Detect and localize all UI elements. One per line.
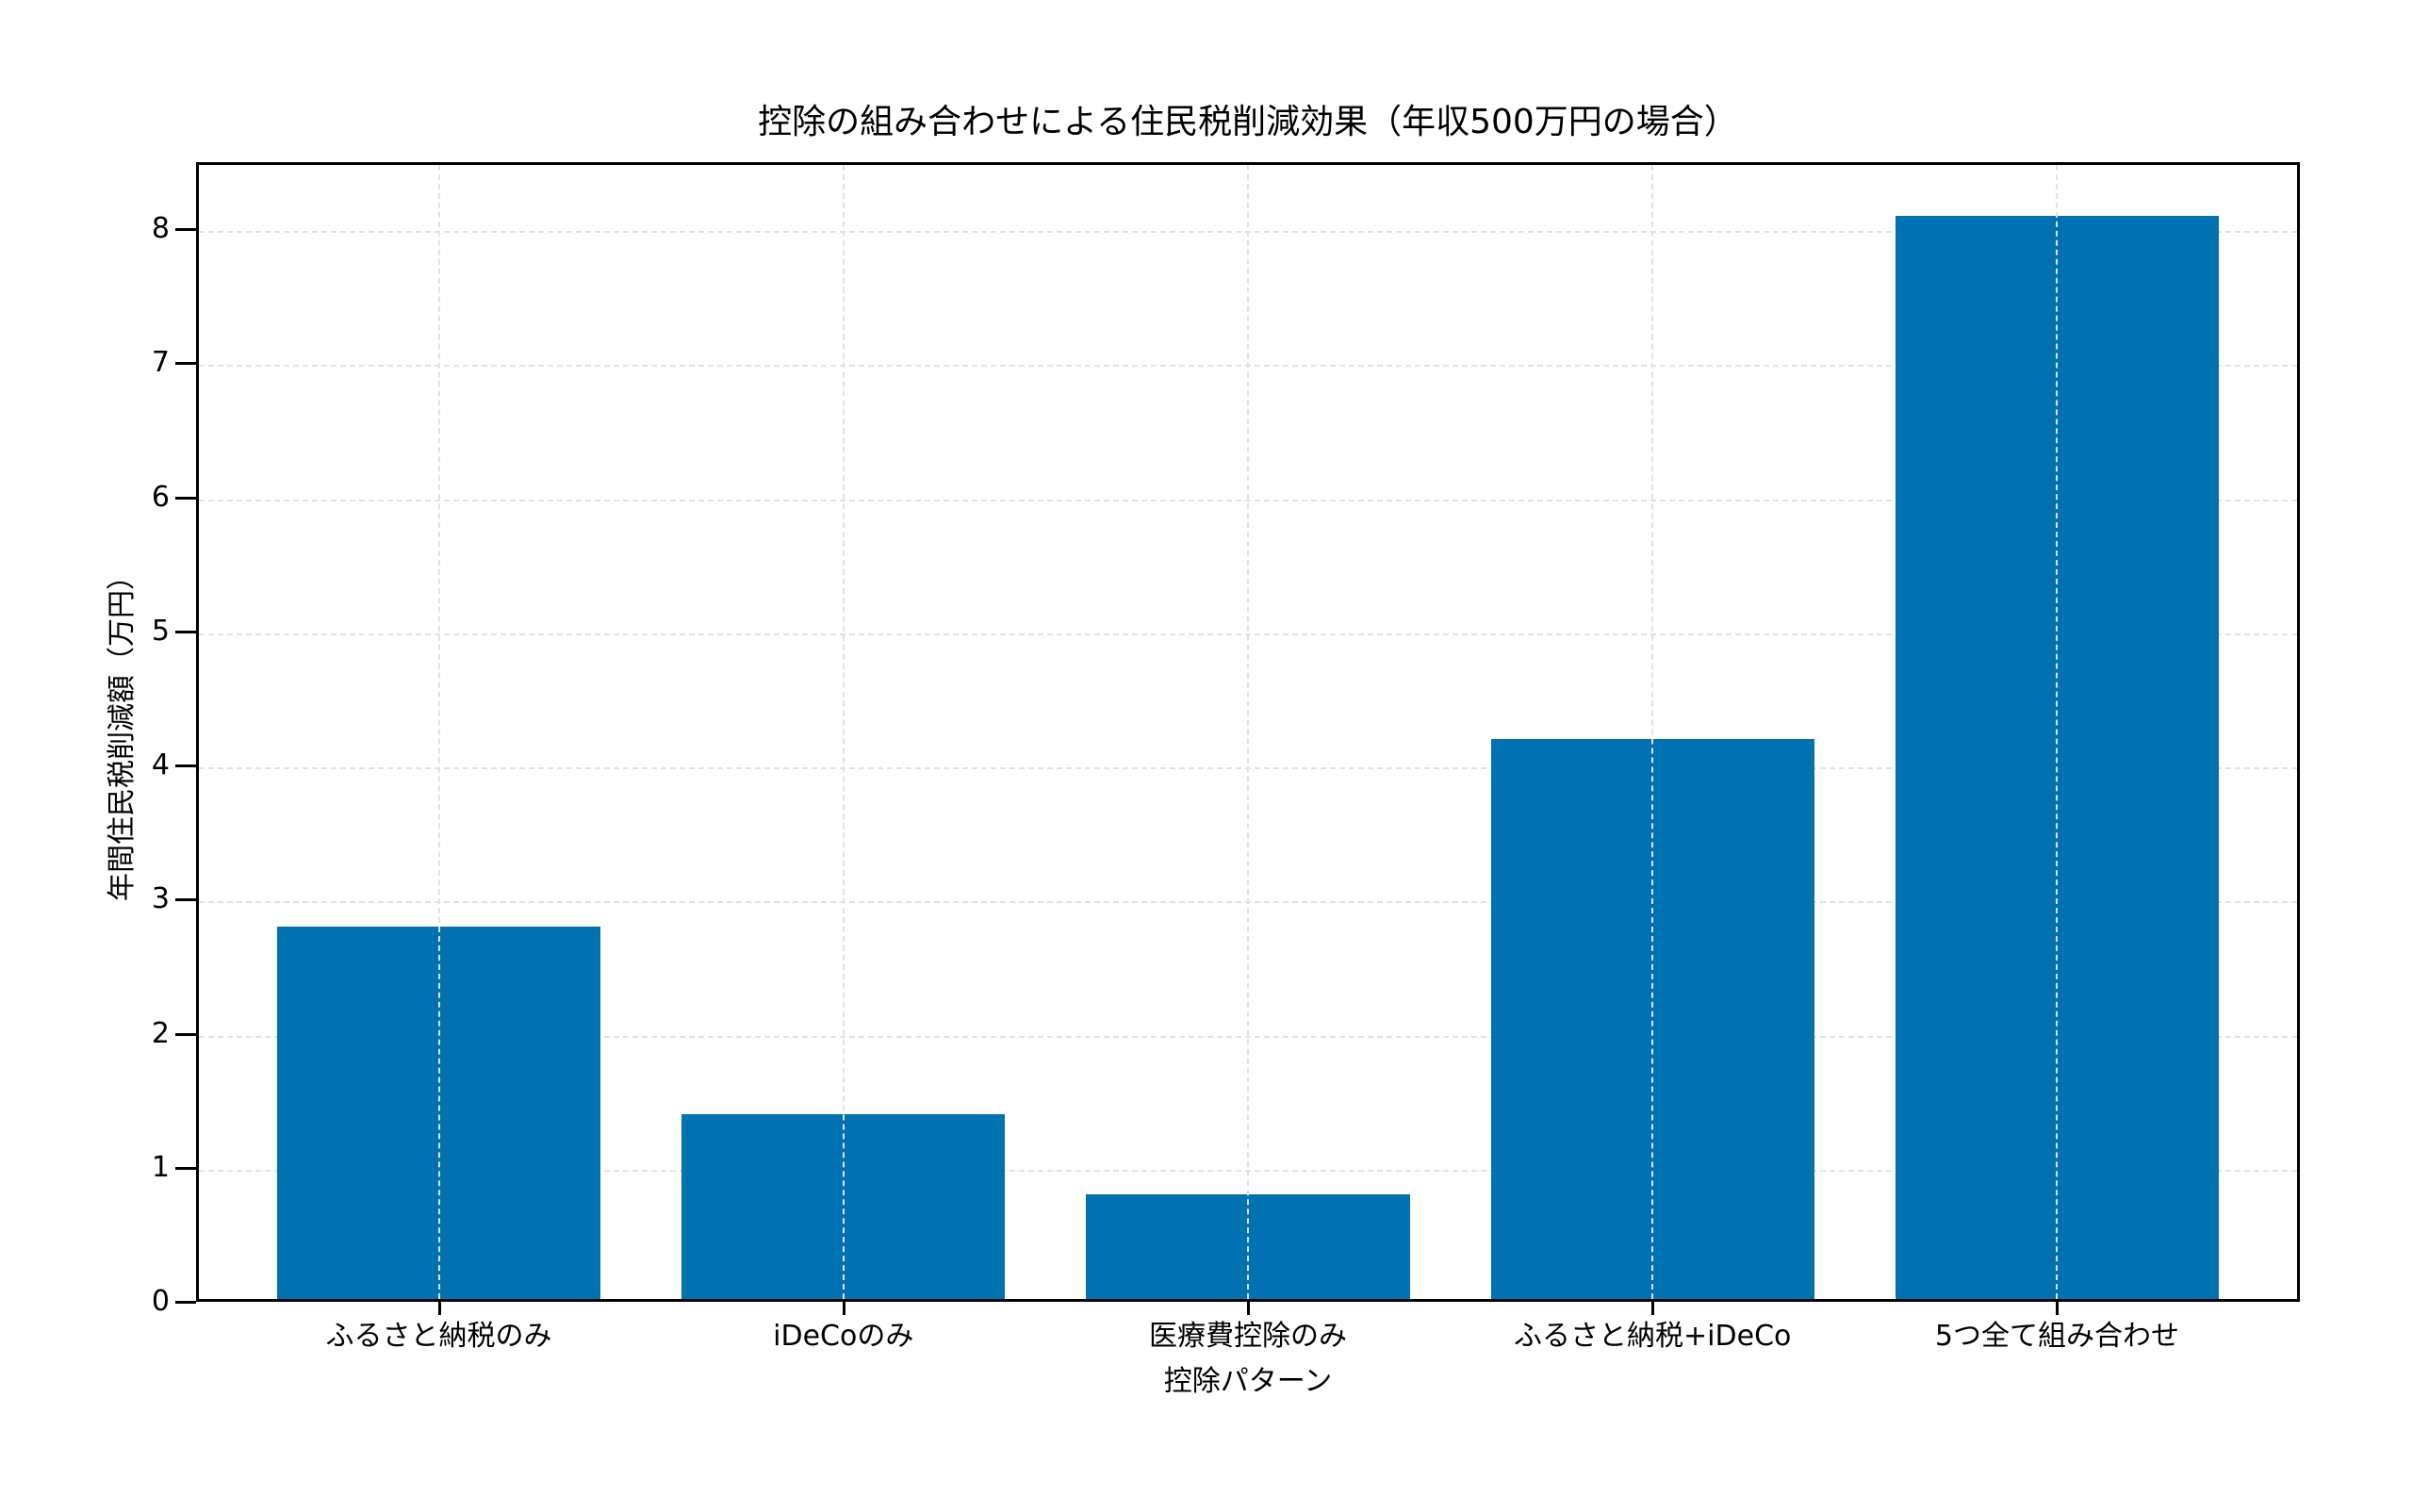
y-tick-mark xyxy=(175,1301,196,1304)
y-tick-label: 1 xyxy=(151,1150,170,1184)
plot-area xyxy=(196,162,2300,1302)
y-tick-label: 3 xyxy=(151,882,170,916)
x-tick-label: ふるさと納税+iDeCo xyxy=(1514,1320,1792,1353)
x-tick-label: 医療費控除のみ xyxy=(1149,1320,1347,1353)
y-tick-mark xyxy=(175,496,196,500)
y-tick-label: 0 xyxy=(151,1285,170,1318)
v-gridline xyxy=(1651,165,1654,1299)
y-tick-mark xyxy=(175,1032,196,1036)
y-tick-label: 6 xyxy=(151,480,170,514)
x-tick-label: ふるさと納税のみ xyxy=(325,1320,552,1353)
y-tick-label: 5 xyxy=(151,614,170,648)
y-tick-label: 7 xyxy=(151,346,170,380)
v-gridline xyxy=(1247,165,1249,1299)
x-tick-label: 5つ全て組み合わせ xyxy=(1934,1320,2179,1353)
y-tick-mark xyxy=(175,630,196,633)
y-tick-mark xyxy=(175,764,196,768)
v-gridline xyxy=(437,165,440,1299)
y-tick-mark xyxy=(175,1166,196,1170)
x-tick-label: iDeCoのみ xyxy=(773,1320,914,1353)
y-tick-mark xyxy=(175,228,196,232)
y-tick-label: 8 xyxy=(151,212,170,246)
x-tick-mark xyxy=(437,1302,441,1315)
y-tick-label: 4 xyxy=(151,748,170,782)
x-tick-mark xyxy=(842,1302,845,1315)
chart-title: 控除の組み合わせによる住民税削減効果（年収500万円の場合） xyxy=(758,103,1738,141)
y-tick-label: 2 xyxy=(151,1016,170,1050)
v-gridline xyxy=(2056,165,2059,1299)
v-gridline xyxy=(842,165,845,1299)
y-tick-mark xyxy=(175,898,196,902)
x-tick-mark xyxy=(2056,1302,2060,1315)
x-tick-mark xyxy=(1247,1302,1250,1315)
x-tick-mark xyxy=(1651,1302,1655,1315)
x-axis-label: 控除パターン xyxy=(1163,1365,1333,1398)
y-tick-mark xyxy=(175,362,196,366)
y-axis-label: 年間住民税削減額（万円） xyxy=(106,562,139,901)
